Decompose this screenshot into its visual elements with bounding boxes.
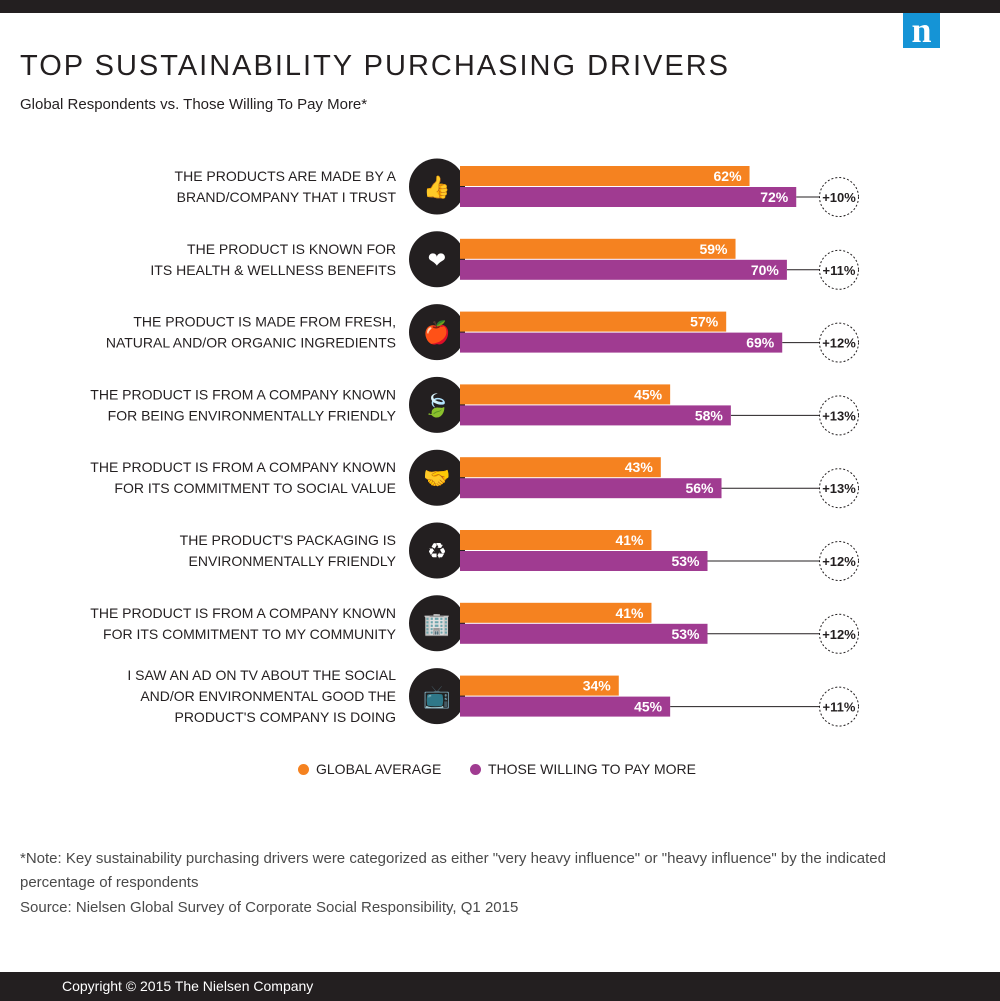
bar-global-average bbox=[460, 166, 750, 186]
category-label: ENVIRONMENTALLY FRIENDLY bbox=[189, 553, 397, 569]
tv-icon-glyph: 📺 bbox=[423, 685, 450, 710]
data-label-pay-more: 70% bbox=[751, 262, 780, 278]
heart-pulse-icon-glyph: ❤ bbox=[428, 248, 446, 273]
difference-label: +12% bbox=[822, 336, 856, 351]
difference-label: +10% bbox=[822, 190, 856, 205]
difference-label: +11% bbox=[823, 263, 856, 278]
difference-badge bbox=[819, 468, 859, 509]
legend-global-label: GLOBAL AVERAGE bbox=[316, 761, 442, 777]
buildings-icon bbox=[409, 595, 465, 652]
source-note: Source: Nielsen Global Survey of Corpora… bbox=[20, 899, 519, 916]
bar-willing-to-pay-more bbox=[460, 187, 797, 207]
category-label: THE PRODUCT'S PACKAGING IS bbox=[180, 532, 396, 548]
category-label: BRAND/COMPANY THAT I TRUST bbox=[177, 189, 397, 205]
leaf-icon-glyph: 🍃 bbox=[423, 392, 450, 419]
category-label: NATURAL AND/OR ORGANIC INGREDIENTS bbox=[106, 335, 396, 351]
difference-badge bbox=[819, 322, 859, 363]
bar-willing-to-pay-more bbox=[460, 551, 708, 571]
data-label-pay-more: 53% bbox=[671, 626, 700, 642]
recycle-packaging-icon-glyph: ♻ bbox=[427, 540, 447, 565]
category-label: PRODUCT'S COMPANY IS DOING bbox=[174, 709, 396, 725]
data-label-global: 62% bbox=[714, 168, 743, 184]
difference-label: +12% bbox=[822, 554, 856, 569]
apple-icon bbox=[409, 304, 465, 361]
category-label: ITS HEALTH & WELLNESS BENEFITS bbox=[150, 262, 396, 278]
data-label-pay-more: 45% bbox=[634, 699, 663, 715]
bar-global-average bbox=[460, 675, 619, 696]
category-label: THE PRODUCT IS FROM A COMPANY KNOWN bbox=[90, 386, 396, 402]
category-label: FOR BEING ENVIRONMENTALLY FRIENDLY bbox=[108, 407, 397, 423]
bar-global-average bbox=[460, 457, 661, 478]
bar-willing-to-pay-more bbox=[460, 696, 671, 717]
data-label-global: 57% bbox=[690, 314, 719, 330]
difference-badge bbox=[819, 686, 859, 727]
bar-willing-to-pay-more bbox=[460, 259, 787, 280]
nielsen-logo: n bbox=[903, 12, 940, 48]
legend-pay-more-swatch bbox=[470, 764, 481, 775]
legend-pay-more-label: THOSE WILLING TO PAY MORE bbox=[488, 761, 696, 777]
handshake-icon-glyph: 🤝 bbox=[423, 467, 450, 492]
data-label-pay-more: 69% bbox=[746, 335, 775, 351]
buildings-icon-glyph: 🏢 bbox=[423, 612, 450, 637]
handshake-icon bbox=[409, 449, 465, 506]
thumbs-up-icon-glyph: 👍 bbox=[423, 175, 450, 201]
data-label-pay-more: 53% bbox=[671, 553, 700, 569]
difference-label: +11% bbox=[823, 700, 856, 715]
recycle-packaging-icon bbox=[409, 522, 465, 579]
data-label-global: 41% bbox=[615, 605, 644, 621]
difference-badge bbox=[819, 395, 859, 436]
difference-label: +13% bbox=[822, 481, 856, 496]
leaf-icon bbox=[409, 376, 465, 433]
bar-chart: THE PRODUCTS ARE MADE BY A BRAND/COMPANY … bbox=[90, 158, 859, 727]
category-label: FOR ITS COMMITMENT TO SOCIAL VALUE bbox=[114, 480, 396, 496]
legend-global-swatch bbox=[298, 764, 309, 775]
chart-subtitle: Global Respondents vs. Those Willing To … bbox=[20, 96, 368, 113]
difference-label: +13% bbox=[822, 408, 856, 423]
data-label-pay-more: 56% bbox=[685, 480, 714, 496]
data-label-global: 34% bbox=[583, 678, 612, 694]
bar-willing-to-pay-more bbox=[460, 478, 722, 499]
category-label: FOR ITS COMMITMENT TO MY COMMUNITY bbox=[103, 626, 397, 642]
category-label: I SAW AN AD ON TV ABOUT THE SOCIAL bbox=[127, 667, 396, 683]
bar-global-average bbox=[460, 602, 652, 623]
apple-icon-glyph: 🍎 bbox=[423, 319, 450, 346]
bar-global-average bbox=[460, 238, 736, 259]
footnote: *Note: Key sustainability purchasing dri… bbox=[20, 850, 886, 891]
difference-badge bbox=[819, 249, 859, 290]
category-label: AND/OR ENVIRONMENTAL GOOD THE bbox=[140, 688, 396, 704]
category-label: THE PRODUCT IS MADE FROM FRESH, bbox=[133, 314, 396, 330]
chart-title: TOP SUSTAINABILITY PURCHASING DRIVERS bbox=[20, 50, 731, 82]
data-label-global: 59% bbox=[699, 241, 728, 257]
footer-bar: Copyright © 2015 The Nielsen Company bbox=[0, 972, 1000, 1001]
data-label-global: 41% bbox=[615, 532, 644, 548]
category-label: THE PRODUCT IS FROM A COMPANY KNOWN bbox=[90, 605, 396, 621]
bar-global-average bbox=[460, 530, 652, 550]
difference-badge bbox=[819, 541, 859, 581]
category-label: THE PRODUCT IS FROM A COMPANY KNOWN bbox=[90, 459, 396, 475]
category-label: THE PRODUCTS ARE MADE BY A bbox=[175, 168, 397, 184]
bar-global-average bbox=[460, 311, 727, 332]
data-label-pay-more: 58% bbox=[695, 407, 724, 423]
heart-pulse-icon bbox=[409, 231, 465, 288]
category-label: THE PRODUCT IS KNOWN FOR bbox=[187, 241, 396, 257]
data-label-global: 43% bbox=[625, 459, 654, 475]
legend-pay-more: THOSE WILLING TO PAY MORE bbox=[470, 761, 696, 777]
tv-icon bbox=[409, 668, 465, 725]
difference-label: +12% bbox=[822, 627, 856, 642]
bar-global-average bbox=[460, 384, 671, 405]
difference-badge bbox=[819, 177, 859, 217]
thumbs-up-icon bbox=[409, 158, 465, 215]
difference-badge bbox=[819, 613, 859, 654]
bar-willing-to-pay-more bbox=[460, 405, 731, 426]
data-label-pay-more: 72% bbox=[760, 189, 789, 205]
data-label-global: 45% bbox=[634, 386, 663, 402]
top-bar bbox=[0, 0, 1000, 13]
bar-willing-to-pay-more bbox=[460, 332, 783, 353]
bar-willing-to-pay-more bbox=[460, 623, 708, 644]
copyright-text: Copyright © 2015 The Nielsen Company bbox=[62, 978, 314, 994]
legend-global: GLOBAL AVERAGE bbox=[298, 761, 441, 777]
